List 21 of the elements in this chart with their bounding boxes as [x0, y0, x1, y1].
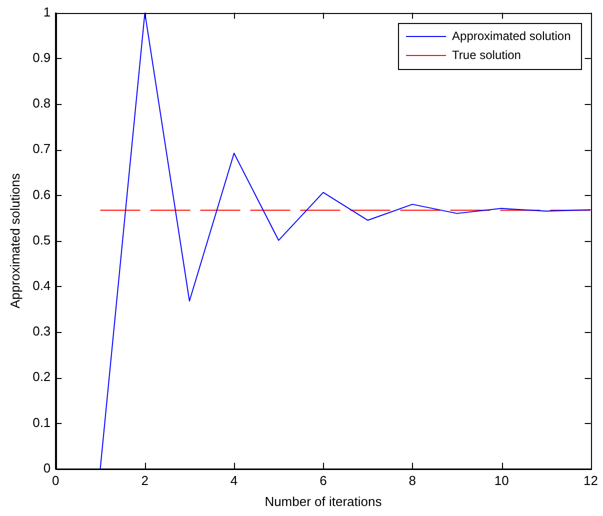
x-tick-label: 12 — [584, 473, 598, 488]
y-tick-label: 1 — [43, 4, 51, 20]
y-tick-label: 0.1 — [32, 414, 51, 430]
x-tick-label: 8 — [408, 473, 416, 488]
y-tick-label: 0.6 — [32, 186, 51, 202]
y-tick-label: 0.2 — [32, 369, 51, 384]
x-tick-label: 4 — [230, 473, 238, 488]
legend-label: Approximated solution — [452, 28, 571, 43]
x-tick-label: 10 — [494, 473, 509, 488]
y-tick-label: 0.8 — [32, 96, 51, 111]
y-tick-label: 0.7 — [32, 141, 51, 156]
y-tick-label: 0.4 — [32, 278, 51, 293]
y-tick-label: 0.5 — [32, 232, 51, 248]
x-axis-title: Number of iterations — [264, 494, 382, 509]
y-tick-label: 0 — [43, 460, 51, 476]
legend-label: True solution — [452, 48, 521, 62]
x-tick-label: 6 — [320, 473, 327, 488]
y-axis-title: Approximated solutions — [7, 172, 22, 308]
x-tick-label: 2 — [141, 473, 148, 488]
y-tick-label: 0.9 — [32, 50, 51, 65]
y-tick-label: 0.3 — [32, 324, 51, 339]
